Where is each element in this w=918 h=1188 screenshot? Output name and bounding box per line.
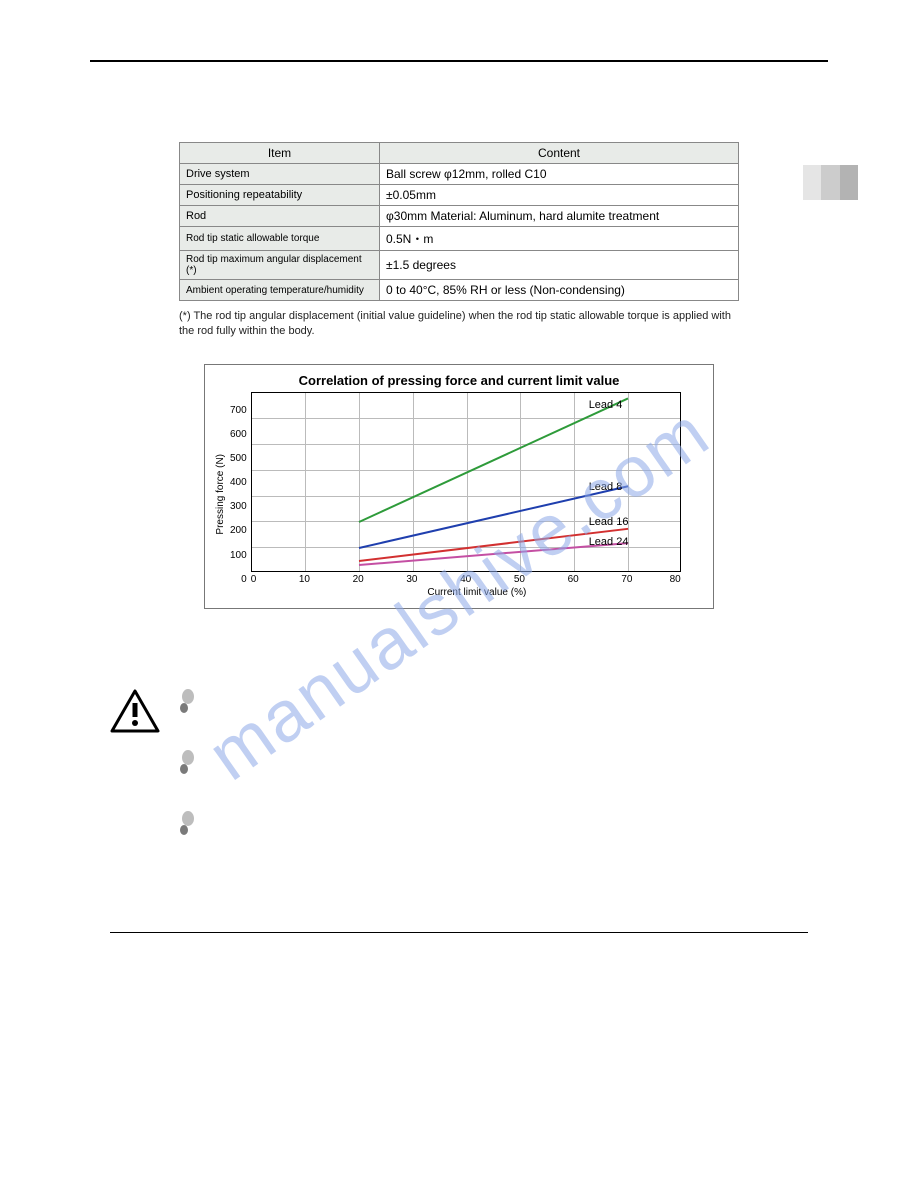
table-cell-value: ±1.5 degrees [380,251,739,280]
table-row: Drive systemBall screw φ12mm, rolled C10 [180,164,739,185]
chart-plot-area: Lead 4 Lead 8 Lead 16 Lead 24 [251,392,681,572]
chart-series-label: Lead 4 [589,399,623,411]
footprint-icon [178,689,198,715]
bottom-rule [110,932,808,933]
footprint-icon [178,811,198,837]
chart-series-label: Lead 8 [589,481,623,493]
table-cell-label: Ambient operating temperature/humidity [180,280,380,301]
table-cell-value: φ30mm Material: Aluminum, hard alumite t… [380,206,739,227]
table-cell-value: 0.5N・m [380,227,739,251]
table-cell-label: Rod tip static allowable torque [180,227,380,251]
table-cell-label: Rod tip maximum angular displacement (*) [180,251,380,280]
table-cell-label: Rod [180,206,380,227]
caution-bullet [178,750,808,776]
caution-section [90,689,828,933]
table-header-content: Content [380,143,739,164]
caution-bullet [178,689,808,715]
chart-y-axis-label: Pressing force (N) [215,454,226,535]
table-cell-label: Positioning repeatability [180,185,380,206]
chart-y-ticks: 7006005004003002001000 [230,405,247,585]
table-footnote: (*) The rod tip angular displacement (in… [179,309,739,339]
table-header-item: Item [180,143,380,164]
specifications-table: Item Content Drive systemBall screw φ12m… [179,142,739,301]
footprint-icon [178,750,198,776]
page-side-tab [803,165,858,200]
table-row: Rod tip static allowable torque0.5N・m [180,227,739,251]
chart-x-axis-label: Current limit value (%) [251,587,703,598]
table-row: Rodφ30mm Material: Aluminum, hard alumit… [180,206,739,227]
pressing-force-chart: Correlation of pressing force and curren… [204,364,714,609]
chart-series-line [359,398,629,523]
chart-title: Correlation of pressing force and curren… [215,373,703,388]
table-cell-value: 0 to 40°C, 85% RH or less (Non-condensin… [380,280,739,301]
table-row: Positioning repeatability±0.05mm [180,185,739,206]
chart-series-label: Lead 16 [589,516,629,528]
table-row: Ambient operating temperature/humidity0 … [180,280,739,301]
chart-x-ticks: 01020304050607080 [251,574,681,585]
table-cell-value: ±0.05mm [380,185,739,206]
top-rule [90,60,828,62]
caution-bullet [178,811,808,837]
table-row: Rod tip maximum angular displacement (*)… [180,251,739,280]
warning-icon [110,689,160,734]
table-cell-value: Ball screw φ12mm, rolled C10 [380,164,739,185]
chart-series-label: Lead 24 [589,536,629,548]
table-cell-label: Drive system [180,164,380,185]
